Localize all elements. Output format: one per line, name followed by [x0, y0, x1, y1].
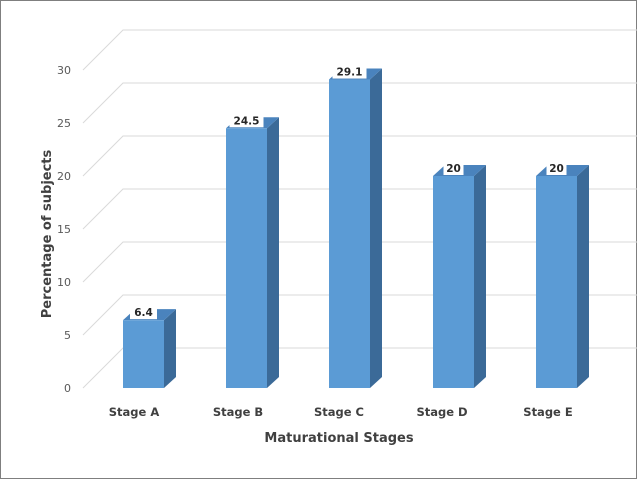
bar-side [267, 117, 279, 389]
data-label: 29.1 [332, 65, 367, 79]
bar-side [370, 68, 382, 388]
bar-side [577, 165, 589, 388]
y-tick-label: 5 [64, 329, 71, 342]
x-tick-label: Stage A [109, 405, 160, 419]
bar-front [329, 79, 370, 388]
data-label-background [229, 114, 264, 128]
data-label-text: 29.1 [337, 67, 363, 79]
y-axis-ticks: 0 5 10 15 20 25 30 [57, 64, 71, 395]
gridlines [82, 29, 637, 389]
gridline [82, 29, 637, 71]
y-tick-label: 25 [57, 117, 71, 130]
bar-side [164, 309, 176, 388]
data-label-background [332, 65, 367, 79]
y-tick-label: 20 [57, 170, 71, 183]
bar-stage-d [433, 165, 486, 388]
data-labels: 6.4 24.5 29.1 20 20 [130, 65, 567, 320]
bar-stage-b [226, 117, 279, 389]
bar-side [474, 165, 486, 388]
data-label-text: 20 [446, 163, 461, 175]
x-tick-label: Stage B [213, 405, 263, 419]
data-label: 6.4 [130, 306, 157, 320]
data-label: 20 [546, 162, 567, 175]
bar-stage-a [123, 309, 176, 388]
gridline [82, 82, 637, 124]
y-tick-label: 10 [57, 276, 71, 289]
bar-front [123, 320, 164, 388]
gridline [82, 135, 637, 177]
x-axis-ticks: Stage A Stage B Stage C Stage D Stage E [109, 405, 573, 419]
data-label-text: 20 [549, 163, 564, 175]
y-axis-title: Percentage of subjects [40, 149, 55, 318]
data-label-text: 24.5 [234, 115, 260, 127]
data-label-background [546, 162, 567, 175]
x-tick-label: Stage D [416, 405, 467, 419]
data-label-background [130, 306, 157, 320]
bar-front [226, 128, 267, 389]
bars [123, 68, 589, 389]
y-tick-label: 0 [64, 382, 71, 395]
data-label-background [443, 162, 464, 175]
x-tick-label: Stage C [314, 405, 364, 419]
x-axis-title: Maturational Stages [264, 431, 413, 446]
bar-front [536, 176, 577, 388]
data-label: 20 [443, 162, 464, 175]
bar-stage-e [536, 165, 589, 388]
y-tick-label: 15 [57, 223, 71, 236]
x-tick-label: Stage E [523, 405, 573, 419]
bar-stage-c [329, 68, 382, 388]
data-label: 24.5 [229, 114, 264, 128]
bar-front [433, 176, 474, 388]
y-tick-label: 30 [57, 64, 71, 77]
data-label-text: 6.4 [134, 307, 153, 319]
